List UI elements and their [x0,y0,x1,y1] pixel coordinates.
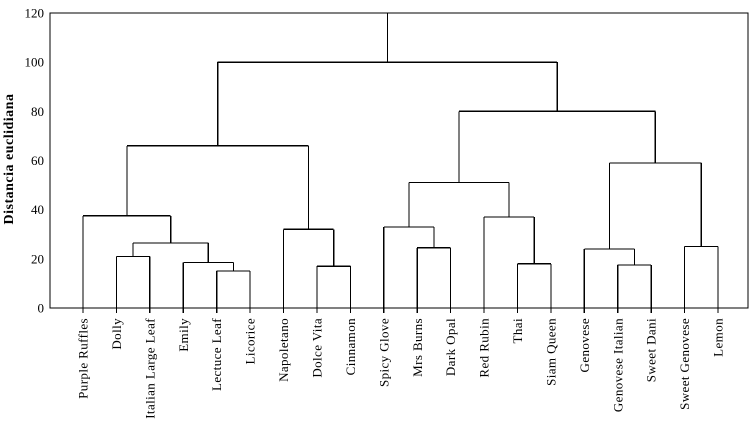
y-tick-label: 20 [31,251,44,266]
plot-frame [49,12,749,309]
x-axis-ticks [82,308,719,313]
leaf-label: Thai [510,318,525,343]
leaf-label: Genovese [577,318,592,372]
leaf-label: Mrs Burns [410,318,425,377]
x-axis-leaf-labels: Purple Ruffles Dolly Italian Large Leaf Emi… [76,318,726,419]
y-tick-label: 80 [31,104,44,119]
y-tick-label: 100 [25,55,45,70]
leaf-label: Licorice [243,318,258,365]
dendrogram-plot: 0 20 40 60 80 100 120 Purple Ruffles Dolly Italia… [25,6,749,419]
leaf-label: Dolly [109,318,124,350]
leaf-label: Purple Ruffles [76,318,91,399]
leaf-label: Red Rubin [477,318,492,378]
leaf-label: Lemon [711,318,726,357]
leaf-label: Dolce Vita [309,318,324,378]
leaf-label: Lectuce Leaf [209,318,224,391]
y-tick-label: 60 [31,153,44,168]
leaf-label: Cinnamon [343,318,358,375]
y-axis-title: Distancia euclidiana [2,94,17,225]
leaf-label: Dark Opal [443,318,458,376]
leaf-label: Sweet Dani [644,318,659,382]
leaf-label: Emily [176,318,191,352]
y-tick-label: 0 [38,301,45,316]
leaf-label: Siam Queen [543,318,558,386]
y-tick-label: 120 [25,6,45,21]
y-axis-tick-labels: 0 20 40 60 80 100 120 [25,6,45,316]
leaf-label: Italian Large Leaf [142,318,157,419]
leaf-label: Spicy Glove [376,318,391,387]
dendrogram-links [82,13,719,308]
leaf-label: Genovese Italian [610,318,625,412]
y-tick-label: 40 [31,202,44,217]
leaf-label: Sweet Genovese [677,318,692,410]
leaf-label: Napoletano [276,318,291,382]
